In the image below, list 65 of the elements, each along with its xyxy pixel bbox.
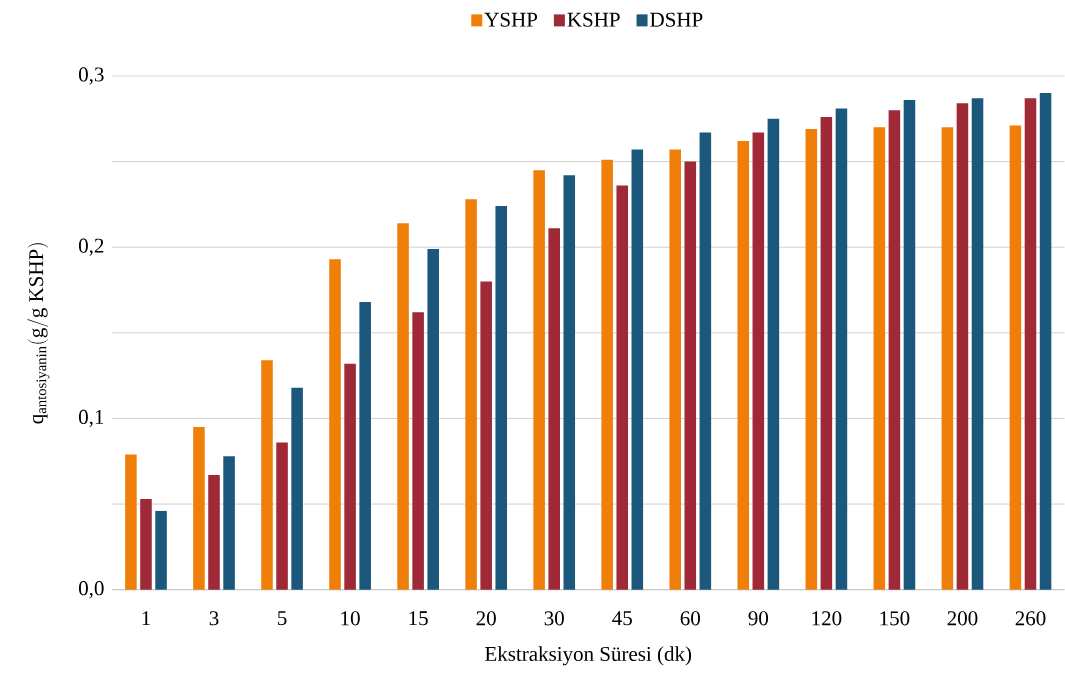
bar: [344, 363, 356, 590]
bar: [903, 100, 916, 590]
x-tick-label: 120: [812, 611, 842, 626]
bar: [329, 259, 341, 590]
x-tick-label: 260: [1015, 611, 1046, 626]
bar: [873, 127, 886, 590]
bar: [1024, 98, 1037, 590]
bar: [767, 118, 780, 590]
bar: [563, 175, 576, 590]
bar: [941, 127, 954, 590]
bar: [1009, 125, 1022, 590]
bar: [684, 161, 697, 590]
legend-label: KSHP: [567, 12, 620, 27]
legend-label: DSHP: [650, 12, 703, 27]
bar: [276, 442, 288, 590]
bar: [699, 132, 712, 590]
bar: [359, 302, 371, 590]
bar: [835, 108, 848, 590]
x-tick-label: 200: [947, 611, 978, 626]
bar: [155, 511, 167, 590]
x-tick-label: 10: [341, 611, 360, 626]
bar: [125, 454, 137, 590]
x-tick-label: 5: [278, 611, 287, 626]
bar: [820, 117, 833, 590]
x-tick-label: 15: [409, 611, 428, 626]
bar: [616, 185, 629, 590]
bar: [669, 149, 681, 590]
x-tick-label: 45: [612, 611, 632, 626]
y-tick-label: 0,2: [78, 238, 104, 256]
bar: [533, 170, 545, 590]
bar: [752, 132, 765, 590]
bar: [495, 206, 508, 590]
bar: [548, 228, 560, 590]
bar: [956, 103, 969, 590]
bar: [888, 110, 901, 590]
bar: [427, 249, 439, 590]
bar: [291, 387, 303, 590]
bar: [412, 312, 424, 590]
bar: [805, 129, 818, 590]
bar: [223, 456, 235, 590]
x-tick-label: 30: [544, 611, 564, 626]
legend-label: YSHP: [484, 12, 538, 27]
x-tick-label: 60: [680, 611, 700, 626]
bar: [480, 281, 492, 590]
bar: [193, 427, 205, 590]
bar: [631, 149, 644, 590]
bar: [737, 141, 750, 590]
bar: [397, 223, 409, 590]
bar: [601, 160, 613, 590]
y-tick-label: 0,1: [78, 410, 104, 428]
x-tick-label: 1: [142, 611, 150, 626]
bar: [208, 475, 220, 590]
y-tick-label: 0,3: [78, 67, 104, 85]
bar: [971, 98, 984, 590]
x-tick-label: 90: [748, 611, 769, 626]
x-tick-label: 20: [476, 611, 496, 626]
y-axis-title: $\mathrm{q_{antosiyanin}(g/g\ KSHP)}$: [27, 243, 50, 424]
bar: [1039, 93, 1052, 590]
y-tick-label: 0,0: [78, 581, 104, 599]
bar: [465, 199, 477, 590]
x-tick-label: 3: [209, 611, 219, 626]
x-tick-label: 150: [880, 611, 910, 626]
bar: [140, 499, 152, 590]
x-axis-title: Ekstraksiyon Süresi (dk): [485, 646, 692, 666]
bar: [261, 360, 273, 590]
